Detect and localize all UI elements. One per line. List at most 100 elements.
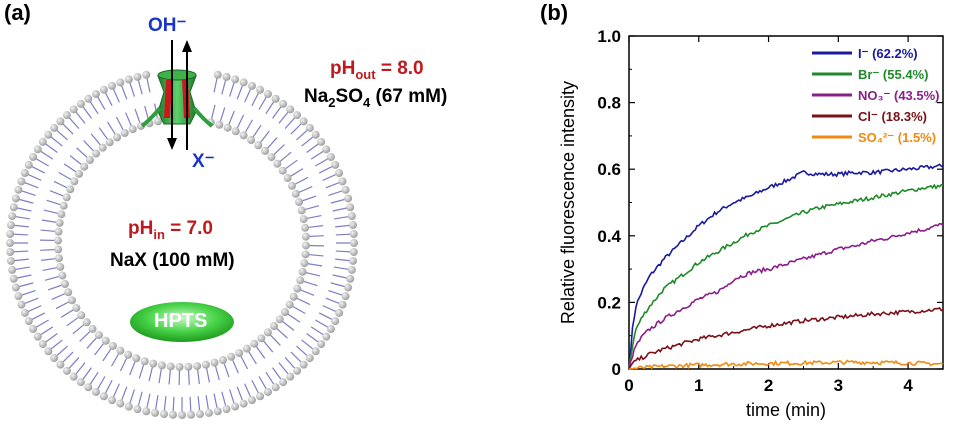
lipid-head [231, 75, 240, 84]
lipid-head [250, 339, 259, 348]
lipid-head [142, 70, 151, 79]
lipid-head [154, 117, 163, 126]
lipid-head [305, 123, 314, 132]
lipid-head [271, 383, 280, 392]
lipid-head [293, 111, 302, 120]
lipid-head [247, 136, 256, 145]
lipid-head [349, 221, 358, 230]
lipid-head [160, 410, 169, 419]
lipid-head [11, 283, 20, 292]
lipid-head [168, 410, 177, 419]
lipid-head [257, 334, 266, 343]
lipid-head [68, 296, 77, 305]
lipid-head [256, 392, 265, 401]
lipid-head [54, 236, 63, 245]
lipid-head [17, 177, 26, 186]
lipid-head [349, 256, 358, 265]
lipid-head [17, 300, 26, 309]
lipid-head [291, 189, 300, 198]
lipid-head [301, 241, 310, 250]
vesicle-diagram [6, 40, 358, 419]
lipid-head [283, 174, 292, 183]
lipid-head [108, 396, 117, 405]
lipid-head [124, 402, 133, 411]
lipid-head [56, 360, 65, 369]
lipid-head [84, 383, 93, 392]
lipid-head [279, 378, 288, 387]
lipid-head [350, 239, 358, 247]
lipid-head [263, 328, 272, 337]
lipid-head [99, 85, 108, 94]
lipid-head [349, 229, 358, 238]
lipid-head [33, 145, 42, 154]
lipid-head [69, 105, 78, 114]
lipid-head [69, 372, 78, 381]
lipid-head [20, 308, 29, 317]
lipid-head [231, 402, 240, 411]
lipid-head [113, 133, 122, 142]
lipid-head [247, 81, 256, 90]
lipid-head [54, 254, 63, 263]
lipid-head [227, 352, 236, 361]
lipid-head [105, 138, 114, 147]
y-tick-label: 0.4 [597, 227, 621, 246]
lipid-head [322, 332, 331, 341]
y-tick-label: 0.8 [597, 94, 621, 113]
y-axis-label: Relative fluorescence intensity [558, 81, 578, 324]
panel-b-letter: (b) [540, 0, 569, 25]
lipid-head [301, 250, 310, 259]
lipid-head [280, 308, 289, 317]
lipid-head [299, 360, 308, 369]
x-axis-label: time (min) [746, 400, 826, 420]
lipid-head [133, 405, 142, 414]
lipid-head [132, 354, 141, 363]
lipid-head [335, 169, 344, 178]
lipid-head [77, 311, 86, 320]
x-tick-label: 0 [624, 376, 633, 395]
lipid-head [54, 245, 63, 254]
legend-label: NO₃⁻ (43.5%) [858, 88, 940, 103]
lipid-head [60, 280, 69, 289]
lipid-head [201, 360, 210, 369]
legend-label: SO₄²⁻ (1.5%) [858, 130, 936, 145]
lipid-head [287, 181, 296, 190]
lipid-head [193, 362, 202, 371]
lipid-head [11, 194, 20, 203]
lipid-head [231, 127, 240, 136]
series-line-1 [628, 183, 944, 370]
outer-salt-label: Na2SO4 (67 mM) [304, 86, 448, 110]
lipid-head [64, 288, 73, 297]
x-tick-label: 2 [764, 376, 773, 395]
lipid-head [296, 276, 305, 285]
lipid-head [344, 194, 353, 203]
lipid-head [142, 407, 151, 416]
lipid-head [92, 90, 100, 99]
lipid-head [85, 155, 94, 164]
lipid-head [75, 169, 84, 178]
lipid-head [128, 125, 137, 134]
lipid-head [301, 232, 310, 241]
lipid-head [124, 350, 133, 359]
lipid-head [6, 221, 15, 230]
lipid-head [6, 239, 14, 247]
lipid-head [84, 94, 93, 103]
lipid-head [264, 90, 272, 99]
lipid-head [299, 215, 308, 224]
lipid-head [338, 177, 347, 186]
lipid-head [55, 218, 64, 227]
lipid-head [9, 274, 18, 283]
lipid-head [242, 344, 251, 353]
lipid-head [14, 292, 23, 301]
oh-efflux-arrow [182, 40, 192, 150]
lipid-head [29, 325, 38, 333]
lipid-head [285, 300, 294, 309]
legend-label: I⁻ (62.2%) [858, 46, 918, 61]
lipid-head [140, 357, 149, 366]
lipid-head [213, 407, 222, 416]
lipid-head [264, 387, 272, 396]
lipid-head [58, 271, 67, 280]
lipid-head [346, 203, 355, 212]
lipid-head [175, 362, 184, 371]
lipid-head [331, 317, 340, 326]
x-tick-label: 1 [694, 376, 703, 395]
